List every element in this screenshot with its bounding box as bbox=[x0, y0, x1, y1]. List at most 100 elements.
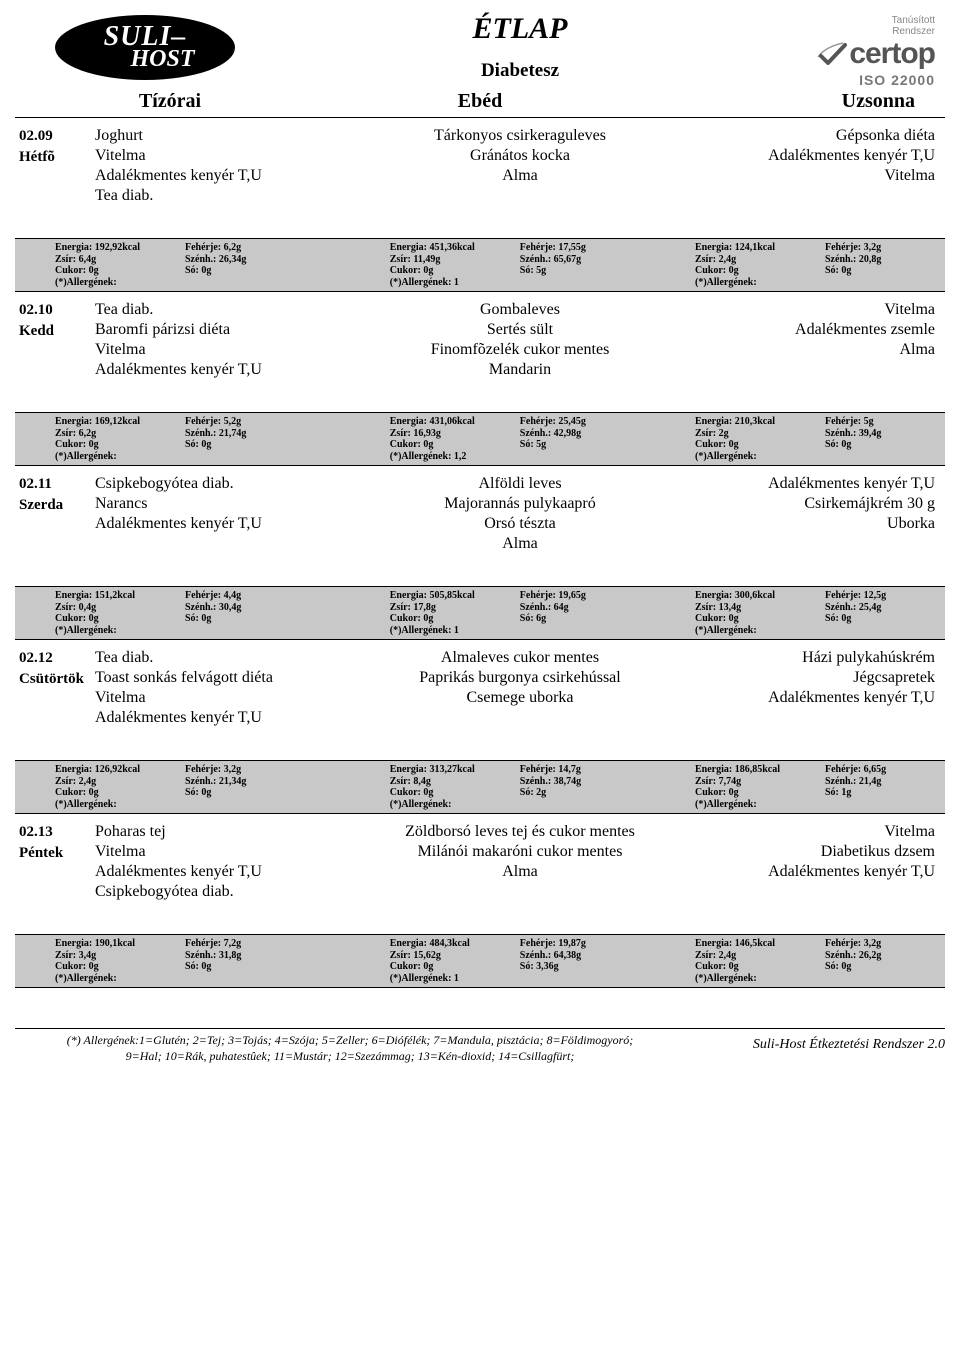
nutrition-col-left: Energia: 505,85kcalZsír: 17,8gCukor: 0g(… bbox=[390, 590, 520, 636]
meal-item: Diabetikus dzsem bbox=[655, 842, 935, 862]
meal-item: Tea diab. bbox=[95, 648, 385, 668]
day-row: 02.13PéntekPoharas tejVitelmaAdalékmente… bbox=[15, 814, 945, 902]
nutrition-col-left: Energia: 192,92kcalZsír: 6,4gCukor: 0g(*… bbox=[55, 242, 185, 288]
nutri-energia: Energia: 151,2kcal bbox=[55, 590, 185, 602]
meal-item: Gránátos kocka bbox=[385, 146, 655, 166]
meal-uzsonna: Gépsonka diétaAdalékmentes kenyér T,UVit… bbox=[655, 126, 935, 206]
nutri-so: Só: 0g bbox=[825, 961, 945, 973]
nutri-energia: Energia: 431,06kcal bbox=[390, 416, 520, 428]
nutrition-block: Energia: 300,6kcalZsír: 13,4gCukor: 0g(*… bbox=[695, 590, 945, 636]
meal-item: Adalékmentes kenyér T,U bbox=[95, 166, 385, 186]
nutri-cukor: Cukor: 0g bbox=[695, 613, 825, 625]
day-date: 02.13 bbox=[19, 822, 95, 843]
nutri-szenh: Szénh.: 64,38g bbox=[520, 950, 640, 962]
nutri-szenh: Szénh.: 64g bbox=[520, 602, 640, 614]
page-subtitle: Diabetesz bbox=[305, 60, 735, 82]
nutri-zsir: Zsír: 3,4g bbox=[55, 950, 185, 962]
nutri-so: Só: 6g bbox=[520, 613, 640, 625]
meals: Csipkebogyótea diab.NarancsAdalékmentes … bbox=[95, 474, 935, 554]
meal-item: Adalékmentes kenyér T,U bbox=[655, 862, 935, 882]
nutri-energia: Energia: 190,1kcal bbox=[55, 938, 185, 950]
day-date: 02.09 bbox=[19, 126, 95, 147]
nutri-cukor: Cukor: 0g bbox=[390, 961, 520, 973]
day-label: 02.13Péntek bbox=[15, 822, 95, 902]
col-ebed: Ebéd bbox=[315, 90, 645, 113]
nutri-so: Só: 3,36g bbox=[520, 961, 640, 973]
nutri-feherje: Fehérje: 3,2g bbox=[825, 242, 945, 254]
meal-item: Vitelma bbox=[655, 822, 935, 842]
meal-item: Joghurt bbox=[95, 126, 385, 146]
meal-item: Vitelma bbox=[655, 166, 935, 186]
meal-tizorai: JoghurtVitelmaAdalékmentes kenyér T,UTea… bbox=[95, 126, 385, 206]
nutri-so: Só: 5g bbox=[520, 439, 640, 451]
nutri-szenh: Szénh.: 21,4g bbox=[825, 776, 945, 788]
meal-item: Gombaleves bbox=[385, 300, 655, 320]
meal-item: Adalékmentes zsemle bbox=[655, 320, 935, 340]
meal-tizorai: Csipkebogyótea diab.NarancsAdalékmentes … bbox=[95, 474, 385, 554]
meal-item: Adalékmentes kenyér T,U bbox=[95, 360, 385, 380]
allergen-legend-line1: (*) Allergének:1=Glutén; 2=Tej; 3=Tojás;… bbox=[15, 1033, 685, 1049]
nutrition-row: Energia: 192,92kcalZsír: 6,4gCukor: 0g(*… bbox=[15, 239, 945, 292]
meal-item: Csipkebogyótea diab. bbox=[95, 882, 385, 902]
meal-item: Alföldi leves bbox=[385, 474, 655, 494]
day-of-week: Péntek bbox=[19, 843, 95, 864]
nutrition-col-right: Fehérje: 5,2gSzénh.: 21,74gSó: 0g bbox=[185, 416, 305, 462]
nutri-cukor: Cukor: 0g bbox=[695, 265, 825, 277]
meal-item: Gépsonka diéta bbox=[655, 126, 935, 146]
suli-host-logo: SULI– HOST bbox=[55, 15, 235, 80]
nutri-allergenek: (*)Allergének: 1 bbox=[390, 973, 520, 985]
nutri-energia: Energia: 210,3kcal bbox=[695, 416, 825, 428]
nutri-so: Só: 2g bbox=[520, 787, 640, 799]
nutrition-row: Energia: 169,12kcalZsír: 6,2gCukor: 0g(*… bbox=[15, 413, 945, 466]
day-row: 02.09HétfõJoghurtVitelmaAdalékmentes ken… bbox=[15, 118, 945, 206]
nutri-feherje: Fehérje: 6,65g bbox=[825, 764, 945, 776]
nutrition-block: Energia: 151,2kcalZsír: 0,4gCukor: 0g(*)… bbox=[55, 590, 390, 636]
nutri-allergenek: (*)Allergének: bbox=[695, 799, 825, 811]
nutrition-col-left: Energia: 431,06kcalZsír: 16,93gCukor: 0g… bbox=[390, 416, 520, 462]
nutrition-block: Energia: 186,85kcalZsír: 7,74gCukor: 0g(… bbox=[695, 764, 945, 810]
meal-item: Milánói makaróni cukor mentes bbox=[385, 842, 655, 862]
nutri-cukor: Cukor: 0g bbox=[55, 265, 185, 277]
nutrition-wrap: Energia: 169,12kcalZsír: 6,2gCukor: 0g(*… bbox=[15, 412, 945, 466]
nutrition-wrap: Energia: 192,92kcalZsír: 6,4gCukor: 0g(*… bbox=[15, 238, 945, 292]
nutrition-wrap: Energia: 126,92kcalZsír: 2,4gCukor: 0g(*… bbox=[15, 760, 945, 814]
nutri-feherje: Fehérje: 5g bbox=[825, 416, 945, 428]
allergen-legend-line2: 9=Hal; 10=Rák, puhatestûek; 11=Mustár; 1… bbox=[15, 1049, 685, 1065]
title-block: ÉTLAP Diabetesz bbox=[305, 10, 735, 82]
nutrition-block: Energia: 313,27kcalZsír: 8,4gCukor: 0g(*… bbox=[390, 764, 695, 810]
nutri-cukor: Cukor: 0g bbox=[695, 787, 825, 799]
nutrition-col-right: Fehérje: 5gSzénh.: 39,4gSó: 0g bbox=[825, 416, 945, 462]
col-uzsonna: Uzsonna bbox=[645, 90, 935, 113]
meal-item: Majorannás pulykaapró bbox=[385, 494, 655, 514]
nutrition-col-right: Fehérje: 3,2gSzénh.: 21,34gSó: 0g bbox=[185, 764, 305, 810]
nutri-feherje: Fehérje: 19,65g bbox=[520, 590, 640, 602]
nutri-allergenek: (*)Allergének: 1,2 bbox=[390, 451, 520, 463]
nutrition-col-right: Fehérje: 25,45gSzénh.: 42,98gSó: 5g bbox=[520, 416, 640, 462]
meal-item: Adalékmentes kenyér T,U bbox=[655, 146, 935, 166]
nutrition-block: Energia: 431,06kcalZsír: 16,93gCukor: 0g… bbox=[390, 416, 695, 462]
nutri-cukor: Cukor: 0g bbox=[390, 265, 520, 277]
nutri-cukor: Cukor: 0g bbox=[55, 787, 185, 799]
nutri-so: Só: 0g bbox=[185, 265, 305, 277]
meal-item: Tea diab. bbox=[95, 300, 385, 320]
nutri-so: Só: 0g bbox=[185, 439, 305, 451]
nutri-szenh: Szénh.: 21,34g bbox=[185, 776, 305, 788]
nutrition-col-right: Fehérje: 4,4gSzénh.: 30,4gSó: 0g bbox=[185, 590, 305, 636]
days-container: 02.09HétfõJoghurtVitelmaAdalékmentes ken… bbox=[15, 118, 945, 988]
page-title: ÉTLAP bbox=[305, 12, 735, 46]
meal-item: Toast sonkás felvágott diéta bbox=[95, 668, 385, 688]
meal-tizorai: Tea diab.Toast sonkás felvágott diétaVit… bbox=[95, 648, 385, 728]
nutrition-block: Energia: 210,3kcalZsír: 2gCukor: 0g(*)Al… bbox=[695, 416, 945, 462]
nutri-zsir: Zsír: 2g bbox=[695, 428, 825, 440]
nutrition-col-left: Energia: 484,3kcalZsír: 15,62gCukor: 0g(… bbox=[390, 938, 520, 984]
nutri-cukor: Cukor: 0g bbox=[55, 961, 185, 973]
meal-item: Vitelma bbox=[655, 300, 935, 320]
certop-brand: certop bbox=[849, 37, 935, 71]
logo-line2: HOST bbox=[95, 49, 194, 71]
meal-ebed: Alföldi levesMajorannás pulykaapróOrsó t… bbox=[385, 474, 655, 554]
header: SULI– HOST ÉTLAP Diabetesz Tanúsított Re… bbox=[15, 10, 945, 88]
nutri-so: Só: 0g bbox=[825, 613, 945, 625]
nutrition-wrap: Energia: 151,2kcalZsír: 0,4gCukor: 0g(*)… bbox=[15, 586, 945, 640]
day-row: 02.12CsütörtökTea diab.Toast sonkás felv… bbox=[15, 640, 945, 728]
meal-ebed: Tárkonyos csirkeragulevesGránátos kockaA… bbox=[385, 126, 655, 206]
